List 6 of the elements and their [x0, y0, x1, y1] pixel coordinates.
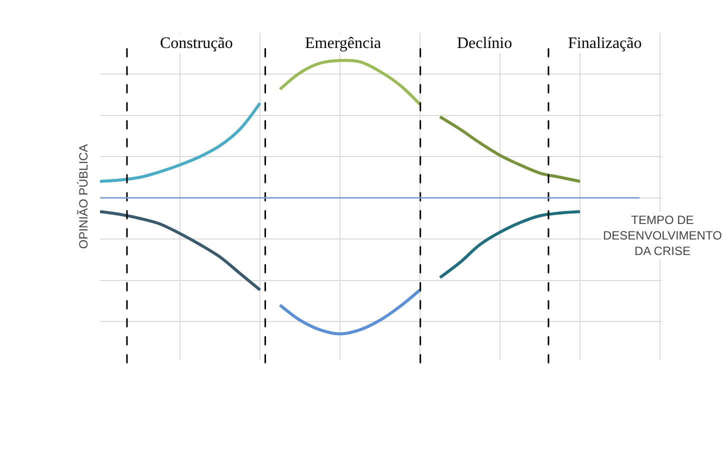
text: Finalização [568, 35, 642, 52]
text: Emergência [305, 35, 382, 52]
y-axis-title: OPINIÃO PÚBLICA [76, 144, 90, 249]
text: Construção [160, 35, 233, 52]
x-axis-title: TEMPO DE DESENVOLVIMENTO DA CRISE [603, 213, 722, 258]
text: Declínio [457, 35, 512, 52]
